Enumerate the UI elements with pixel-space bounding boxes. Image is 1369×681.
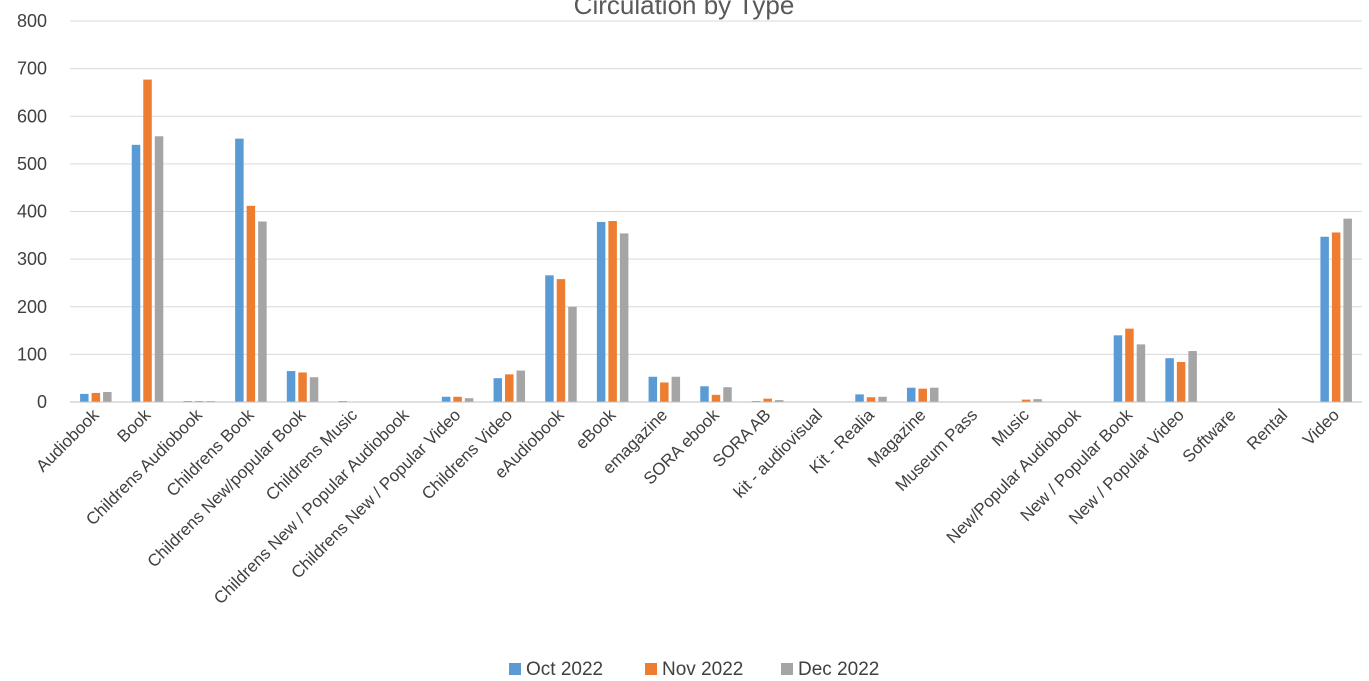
- x-tick-label: Music: [988, 405, 1033, 450]
- bar: [298, 372, 307, 402]
- bar: [453, 396, 462, 402]
- bar: [878, 396, 887, 402]
- x-tick-label: Childrens Video: [418, 405, 516, 503]
- x-tick-label: Video: [1299, 405, 1343, 449]
- y-tick-label: 100: [17, 344, 47, 364]
- bar: [1343, 218, 1352, 402]
- bar: [131, 144, 141, 402]
- x-tick-label: Rental: [1243, 405, 1291, 453]
- y-tick-label: 300: [17, 249, 47, 269]
- x-tick-label: Software: [1179, 405, 1240, 466]
- bar: [1021, 399, 1031, 402]
- y-tick-label: 800: [17, 11, 47, 31]
- legend-label: Dec 2022: [798, 659, 879, 680]
- bar: [1331, 232, 1341, 402]
- bar: [1033, 399, 1042, 402]
- y-tick-label: 0: [37, 392, 47, 412]
- bar: [545, 275, 554, 402]
- bar: [763, 398, 772, 402]
- bar: [464, 398, 474, 402]
- bar: [1125, 328, 1134, 402]
- bar: [671, 376, 681, 402]
- y-tick-label: 200: [17, 297, 47, 317]
- bar: [516, 370, 526, 402]
- bar: [1176, 361, 1186, 402]
- bar: [80, 393, 89, 402]
- bar: [91, 392, 101, 402]
- bar: [505, 374, 514, 402]
- bar: [1113, 335, 1123, 402]
- bar: [258, 221, 267, 402]
- y-tick-label: 500: [17, 154, 47, 174]
- y-axis-ticks: 0 100 200 300 400 500 600 700 800: [17, 11, 47, 412]
- bar: [246, 205, 256, 402]
- bar: [660, 382, 669, 402]
- bar: [493, 378, 503, 402]
- bar: [568, 306, 577, 402]
- legend-label: Oct 2022: [526, 659, 603, 680]
- bar: [103, 391, 112, 402]
- y-tick-label: 700: [17, 59, 47, 79]
- x-tick-label: Book: [114, 405, 155, 446]
- bar: [918, 388, 927, 402]
- bars: [80, 79, 1352, 403]
- bar: [556, 279, 566, 402]
- bar: [286, 371, 296, 402]
- bar: [309, 377, 319, 402]
- bar: [441, 396, 451, 402]
- x-tick-label: Childrens Music: [262, 405, 361, 504]
- bar: [143, 79, 152, 403]
- bar: [1165, 358, 1174, 402]
- x-tick-label: Audiobook: [32, 405, 103, 476]
- bar: [866, 397, 876, 402]
- legend-label: Nov 2022: [662, 659, 743, 680]
- bar: [1320, 236, 1329, 402]
- bar: [723, 387, 732, 402]
- bar: [774, 400, 784, 402]
- chart-title: Circulation by Type: [574, 0, 795, 20]
- bar: [700, 386, 709, 402]
- bar: [711, 394, 721, 402]
- bar: [596, 221, 606, 402]
- x-tick-label: Childrens Book: [163, 405, 258, 500]
- bar: [154, 136, 164, 402]
- x-tick-label: eBook: [572, 405, 620, 453]
- y-tick-label: 600: [17, 106, 47, 126]
- bar: [855, 394, 864, 402]
- y-tick-label: 400: [17, 202, 47, 222]
- bar: [235, 138, 244, 403]
- legend: Oct 2022 Nov 2022 Dec 2022: [509, 659, 879, 680]
- legend-swatch: [645, 663, 657, 675]
- bar: [619, 233, 629, 402]
- x-tick-label: kit - audiovisual: [730, 405, 826, 501]
- bar: [608, 221, 617, 402]
- bar: [906, 387, 916, 402]
- gridlines: [70, 20, 1362, 355]
- bar: [1188, 351, 1197, 402]
- bar: [648, 376, 658, 402]
- bar: [929, 387, 939, 402]
- legend-swatch: [509, 663, 521, 675]
- bar: [1136, 344, 1146, 402]
- legend-swatch: [781, 663, 793, 675]
